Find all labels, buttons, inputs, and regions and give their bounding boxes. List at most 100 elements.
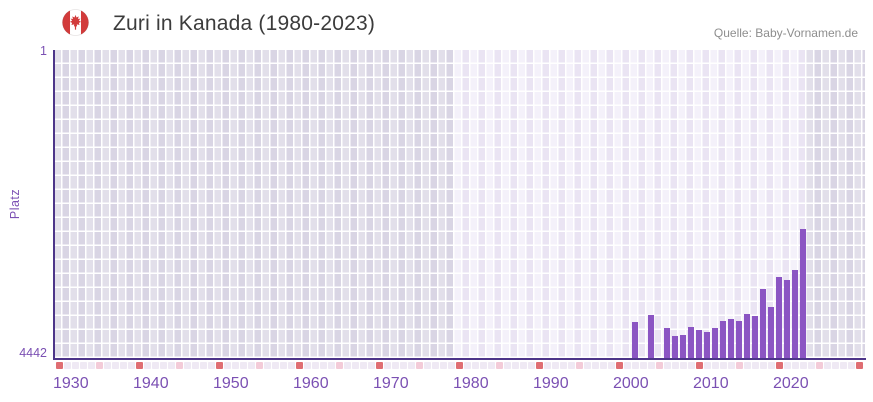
year-marker-2004 (647, 361, 655, 369)
year-marker-2024 (807, 361, 815, 369)
year-marker-2025 (815, 361, 823, 369)
year-marker-1940 (135, 361, 143, 369)
year-marker-2011 (703, 361, 711, 369)
bar-2004[interactable] (647, 315, 655, 359)
year-marker-1939 (127, 361, 135, 369)
year-marker-1933 (79, 361, 87, 369)
year-marker-1963 (319, 361, 327, 369)
year-marker-2014 (727, 361, 735, 369)
bar-2011[interactable] (703, 331, 711, 359)
year-marker-2000 (615, 361, 623, 369)
year-marker-1941 (143, 361, 151, 369)
year-marker-1986 (503, 361, 511, 369)
year-marker-2005 (655, 361, 663, 369)
year-marker-1948 (199, 361, 207, 369)
year-marker-1932 (71, 361, 79, 369)
year-marker-1956 (263, 361, 271, 369)
x-axis-tick-2000: 2000 (613, 375, 649, 392)
year-marker-1936 (103, 361, 111, 369)
year-marker-2030 (855, 361, 863, 369)
year-marker-1989 (527, 361, 535, 369)
x-axis-tick-1950: 1950 (213, 375, 249, 392)
bar-2002[interactable] (631, 321, 639, 359)
year-marker-1994 (567, 361, 575, 369)
year-marker-1984 (487, 361, 495, 369)
year-marker-1952 (231, 361, 239, 369)
bar-2020[interactable] (775, 277, 783, 359)
x-axis-tick-1960: 1960 (293, 375, 329, 392)
bar-2023[interactable] (799, 228, 807, 359)
year-marker-1972 (391, 361, 399, 369)
bar-2019[interactable] (767, 306, 775, 359)
year-marker-2018 (759, 361, 767, 369)
year-marker-1969 (367, 361, 375, 369)
plot-background-dimmed-left (53, 50, 454, 359)
year-marker-1974 (407, 361, 415, 369)
plot-background-highlight (453, 50, 806, 359)
year-marker-1980 (455, 361, 463, 369)
canada-flag-icon (62, 9, 89, 36)
year-marker-1962 (311, 361, 319, 369)
bar-2014[interactable] (727, 318, 735, 359)
year-marker-2003 (639, 361, 647, 369)
bar-2021[interactable] (783, 280, 791, 359)
chart-title: Zuri in Kanada (1980-2023) (113, 12, 376, 35)
bar-2022[interactable] (791, 270, 799, 359)
year-marker-1977 (431, 361, 439, 369)
year-marker-1964 (327, 361, 335, 369)
year-marker-1998 (599, 361, 607, 369)
bar-2013[interactable] (719, 321, 727, 359)
year-marker-2028 (839, 361, 847, 369)
year-marker-2026 (823, 361, 831, 369)
year-marker-1997 (591, 361, 599, 369)
bar-2008[interactable] (679, 334, 687, 359)
year-marker-1957 (271, 361, 279, 369)
bar-2017[interactable] (751, 315, 759, 359)
year-marker-1959 (287, 361, 295, 369)
year-marker-2022 (791, 361, 799, 369)
year-marker-1999 (607, 361, 615, 369)
year-marker-1985 (495, 361, 503, 369)
year-marker-1991 (543, 361, 551, 369)
bar-2007[interactable] (671, 335, 679, 359)
x-axis-tick-1980: 1980 (453, 375, 489, 392)
year-marker-1967 (351, 361, 359, 369)
year-marker-1942 (151, 361, 159, 369)
bar-2009[interactable] (687, 326, 695, 359)
year-marker-1965 (335, 361, 343, 369)
y-axis-label: Platz (8, 188, 22, 220)
bar-2018[interactable] (759, 288, 767, 359)
year-marker-1975 (415, 361, 423, 369)
year-marker-1976 (423, 361, 431, 369)
bar-2006[interactable] (663, 327, 671, 359)
bar-2015[interactable] (735, 320, 743, 359)
year-marker-2027 (831, 361, 839, 369)
year-marker-1996 (583, 361, 591, 369)
year-marker-1983 (479, 361, 487, 369)
year-marker-1947 (191, 361, 199, 369)
year-marker-1981 (463, 361, 471, 369)
year-marker-1931 (63, 361, 71, 369)
year-marker-1990 (535, 361, 543, 369)
year-marker-1954 (247, 361, 255, 369)
year-marker-1937 (111, 361, 119, 369)
bar-2016[interactable] (743, 313, 751, 359)
year-marker-1950 (215, 361, 223, 369)
x-axis-tick-2020: 2020 (773, 375, 809, 392)
x-axis-tick-1970: 1970 (373, 375, 409, 392)
year-marker-1982 (471, 361, 479, 369)
bar-2012[interactable] (711, 328, 719, 359)
year-marker-1935 (95, 361, 103, 369)
bar-2010[interactable] (695, 330, 703, 359)
year-marker-2019 (767, 361, 775, 369)
year-marker-1943 (159, 361, 167, 369)
year-marker-2010 (695, 361, 703, 369)
year-marker-1930 (55, 361, 63, 369)
year-marker-2029 (847, 361, 855, 369)
year-marker-1938 (119, 361, 127, 369)
year-marker-2013 (719, 361, 727, 369)
year-marker-2015 (735, 361, 743, 369)
year-marker-1934 (87, 361, 95, 369)
year-marker-2008 (679, 361, 687, 369)
